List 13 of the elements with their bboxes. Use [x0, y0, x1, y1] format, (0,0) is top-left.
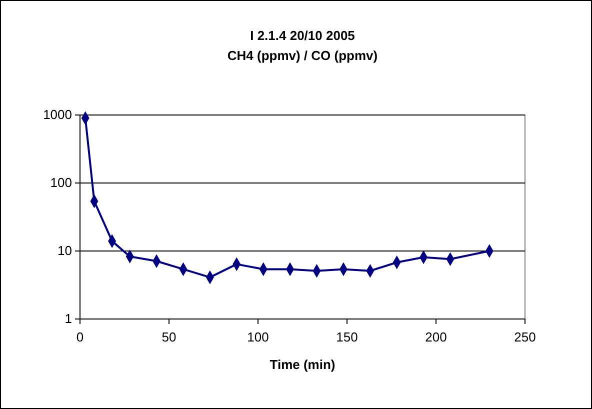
- chart-subtitle: CH4 (ppmv) / CO (ppmv): [227, 48, 378, 63]
- y-tick-label: 100: [50, 175, 72, 190]
- y-tick-label: 1: [64, 311, 72, 326]
- x-tick-label: 0: [76, 329, 84, 344]
- x-tick-label: 250: [514, 329, 536, 344]
- y-tick-label: 10: [58, 243, 72, 258]
- x-axis-title: Time (min): [270, 357, 336, 372]
- x-tick-label: 150: [336, 329, 358, 344]
- x-tick-label: 50: [162, 329, 176, 344]
- chart-title: I 2.1.4 20/10 2005: [250, 28, 355, 43]
- x-tick-label: 100: [247, 329, 269, 344]
- x-tick-label: 200: [425, 329, 447, 344]
- y-tick-label: 1000: [43, 107, 72, 122]
